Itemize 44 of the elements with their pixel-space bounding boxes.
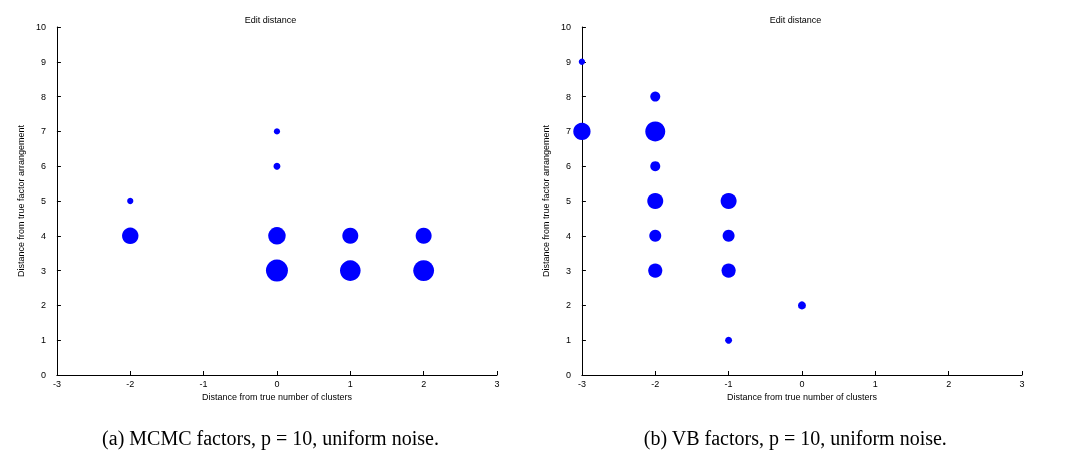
y-tick-label: 0 [40,370,46,380]
y-tick-label: 6 [40,161,46,172]
y-tick-label: 9 [40,56,46,67]
y-tick-label: 7 [565,126,571,137]
y-tick-label: 9 [565,56,571,67]
x-tick-label: 3 [494,378,500,389]
x-tick-label: 2 [421,378,427,389]
x-tick-label: 0 [274,378,280,389]
y-tick-label: 5 [565,196,571,206]
y-tick-label: 7 [40,126,46,137]
text: (a) MCMC factors, p = 10, uniform noise. [102,427,439,450]
x-tick-label: -2 [126,378,135,389]
y-tick-label: 0 [565,370,571,380]
y-tick-label: 2 [40,300,46,311]
x-tick-label: 1 [872,378,878,389]
x-tick-label: -1 [724,378,733,389]
y-tick-label: 2 [565,300,571,311]
y-tick-label: 5 [40,196,46,206]
y-tick-label: 4 [565,230,571,241]
y-tick-label: 6 [565,161,571,172]
y-tick-label: 1 [565,335,571,346]
x-axis-title: Distance from true number of clusters [201,392,353,403]
y-tick-label: 8 [565,91,571,102]
y-tick-label: 1 [40,335,46,346]
y-tick-label: 3 [40,265,46,276]
x-tick-label: -2 [651,378,660,389]
x-axis-title: Distance from true number of clusters [726,392,878,403]
x-tick-label: -1 [199,378,208,389]
y-tick-label: 3 [565,265,571,276]
y-axis-title: Distance from true factor arrangement [15,124,26,278]
y-tick-label: 10 [560,22,571,32]
x-tick-label: 0 [799,378,805,389]
y-tick-label: 4 [40,230,46,241]
y-axis-title: Distance from true factor arrangement [540,124,551,278]
x-tick-label: -3 [52,378,61,389]
text: (b) VB factors, p = 10, uniform noise. [643,427,947,450]
chart-title: Edit distance [244,14,297,25]
y-tick-label: 8 [40,91,46,102]
x-tick-label: 1 [347,378,353,389]
y-tick-label: 10 [35,22,46,32]
x-tick-label: 3 [1019,378,1025,389]
x-tick-label: 2 [946,378,952,389]
chart-title: Edit distance [769,14,822,25]
x-tick-label: -3 [577,378,586,389]
